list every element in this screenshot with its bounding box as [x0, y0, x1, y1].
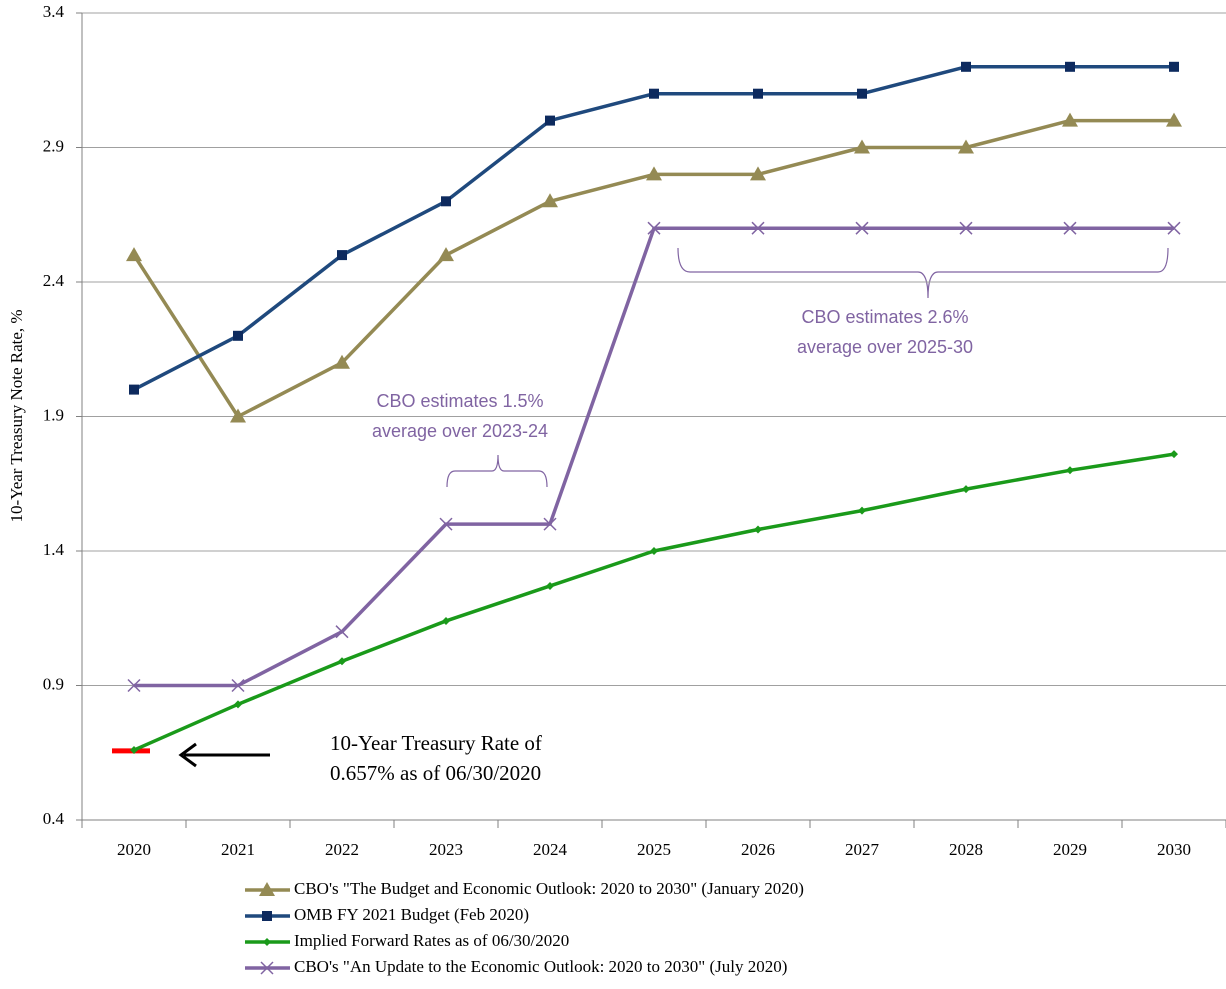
data-point [542, 193, 558, 208]
data-point [231, 678, 245, 693]
data-point [750, 166, 766, 181]
y-tick-label: 0.9 [43, 674, 64, 693]
data-point [234, 700, 242, 709]
legend-label: CBO's "An Update to the Economic Outlook… [294, 957, 787, 976]
y-tick-label: 1.4 [43, 540, 65, 559]
data-point [649, 88, 659, 99]
y-tick-label: 3.4 [43, 2, 65, 21]
x-tick-label: 2026 [741, 840, 775, 859]
legend-label: Implied Forward Rates as of 06/30/2020 [294, 931, 569, 950]
data-point [650, 547, 658, 555]
y-tick-label: 2.4 [43, 271, 65, 290]
data-point [334, 354, 350, 369]
x-tick-label: 2027 [845, 840, 880, 859]
data-point [858, 506, 866, 515]
data-point [337, 250, 347, 261]
data-point [754, 525, 762, 534]
data-point [1170, 450, 1178, 459]
annotation: 10-Year Treasury Rate of [330, 731, 542, 755]
y-tick-label: 0.4 [43, 809, 65, 828]
data-point [438, 247, 454, 262]
data-point [545, 115, 555, 126]
legend-marker [262, 911, 272, 921]
data-point [854, 139, 870, 154]
data-point [230, 408, 246, 423]
legend-marker [263, 938, 271, 946]
data-point [1066, 466, 1074, 475]
data-point [1062, 112, 1078, 127]
data-point [959, 221, 973, 235]
data-point [439, 517, 453, 531]
x-tick-label: 2023 [429, 840, 463, 859]
data-point [1065, 61, 1075, 72]
arrow-head [178, 742, 197, 768]
data-point [646, 166, 662, 181]
y-tick-label: 2.9 [43, 136, 64, 155]
annotation: CBO estimates 1.5% [376, 391, 543, 411]
annotation: CBO estimates 2.6% [801, 307, 968, 327]
data-point [1169, 61, 1179, 72]
y-axis-label: 10-Year Treasury Note Rate, % [7, 309, 26, 522]
x-tick-label: 2028 [949, 840, 983, 859]
x-tick-label: 2020 [117, 840, 151, 859]
bracket [677, 247, 1169, 299]
data-point [753, 88, 763, 99]
annotation: 0.657% as of 06/30/2020 [330, 761, 541, 785]
data-point [543, 517, 557, 531]
data-point [1063, 221, 1077, 235]
x-tick-label: 2022 [325, 840, 359, 859]
data-point [127, 678, 141, 693]
x-tick-label: 2025 [637, 840, 671, 859]
data-point [1166, 112, 1182, 127]
x-tick-label: 2029 [1053, 840, 1087, 859]
data-point [958, 139, 974, 154]
series-line [132, 118, 1174, 419]
x-tick-label: 2030 [1157, 840, 1191, 859]
x-tick-label: 2024 [533, 840, 568, 859]
data-point [441, 196, 451, 207]
data-point [751, 221, 765, 235]
data-point [233, 330, 243, 341]
data-point [961, 61, 971, 72]
data-point [442, 616, 450, 625]
data-point [647, 221, 661, 235]
data-point [335, 625, 349, 639]
annotation: average over 2025-30 [797, 337, 973, 357]
legend-marker [260, 961, 274, 975]
data-point [1167, 221, 1181, 235]
data-point [338, 657, 346, 666]
data-point [855, 221, 869, 235]
data-point [546, 581, 554, 590]
data-point [126, 247, 142, 262]
bracket [446, 454, 548, 488]
data-point [962, 485, 970, 494]
data-point [857, 88, 867, 99]
legend-label: OMB FY 2021 Budget (Feb 2020) [294, 905, 529, 924]
legend-label: CBO's "The Budget and Economic Outlook: … [294, 879, 804, 898]
legend-marker [259, 882, 275, 896]
data-point [130, 746, 138, 755]
x-tick-label: 2021 [221, 840, 255, 859]
data-point [129, 384, 139, 395]
annotation: average over 2023-24 [372, 421, 548, 441]
series-line [133, 452, 1175, 752]
y-tick-label: 1.9 [43, 405, 64, 424]
